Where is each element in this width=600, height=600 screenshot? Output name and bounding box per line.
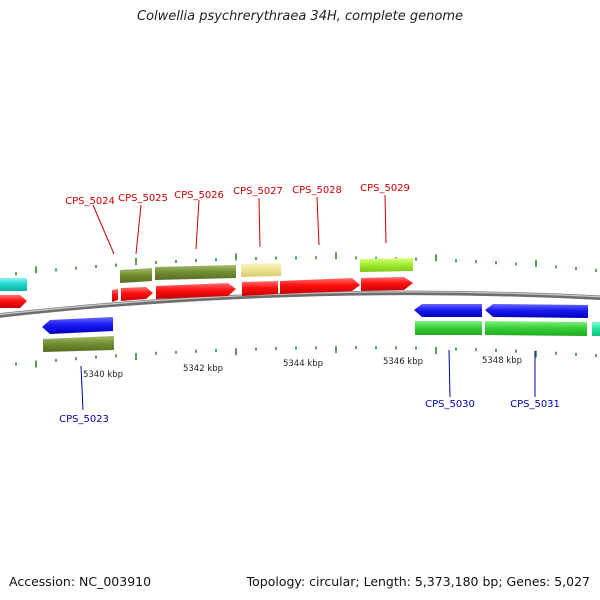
gene-label-cps-5028[interactable]: CPS_5028 [292, 185, 342, 196]
gene-arrow-cps-5030[interactable] [414, 304, 482, 317]
leader-line-cps-5027 [258, 197, 261, 248]
leader-line-cps-5028 [316, 196, 320, 246]
gene-label-cps-5031[interactable]: CPS_5031 [510, 399, 560, 410]
genome-backbone-highlight [0, 291, 600, 316]
outer-tick-ring [15, 252, 597, 276]
scale-label-5348: 5348 kbp [482, 356, 522, 366]
gene-arrow-cps-5025[interactable] [121, 287, 153, 301]
gene-arrow-fwd-left-edge[interactable] [0, 295, 27, 308]
gene-box-cps-5023[interactable] [43, 336, 114, 352]
gene-label-cps-5026[interactable]: CPS_5026 [174, 190, 224, 201]
leader-line-cps-5029 [384, 194, 387, 244]
gene-arrow-cps-5026[interactable] [156, 283, 236, 299]
inner-tick-ring [15, 346, 597, 368]
leader-line-cps-5026 [195, 199, 200, 250]
scale-label-5346: 5346 kbp [383, 357, 423, 367]
gene-box-cps-5026[interactable] [155, 265, 236, 280]
scale-label-5342: 5342 kbp [183, 364, 223, 374]
gene-box-cps-5030[interactable] [415, 321, 482, 335]
gene-box-cps-5029[interactable] [360, 258, 413, 272]
gene-label-cps-5025[interactable]: CPS_5025 [118, 193, 168, 204]
gene-arrow-cps-5028[interactable] [280, 278, 360, 294]
forward-gene-labels: CPS_5024 CPS_5025 CPS_5026 CPS_5027 CPS_… [65, 183, 410, 255]
gene-arrow-cps-5024[interactable] [112, 289, 118, 302]
genome-backbone [0, 290, 600, 318]
gene-arrow-cps-5027[interactable] [242, 281, 278, 296]
accession-label: Accession: NC_003910 [9, 574, 152, 589]
gene-arrow-cps-5031[interactable] [485, 304, 588, 318]
gene-label-cps-5029[interactable]: CPS_5029 [360, 183, 410, 194]
scale-label-5344: 5344 kbp [283, 359, 323, 369]
gene-label-cps-5030[interactable]: CPS_5030 [425, 399, 475, 410]
scale-labels: 5340 kbp 5342 kbp 5344 kbp 5346 kbp 5348… [83, 356, 522, 380]
gene-box-cps-5031[interactable] [485, 321, 587, 336]
gene-box-cps-5027[interactable] [241, 263, 281, 277]
page-title: Colwellia psychrerythraea 34H, complete … [137, 9, 463, 24]
gene-box-rev-right-edge[interactable] [592, 322, 600, 336]
gene-label-cps-5024[interactable]: CPS_5024 [65, 196, 115, 207]
leader-line-cps-5030 [448, 349, 451, 398]
gene-arrow-cps-5029[interactable] [361, 277, 413, 291]
reverse-gene-labels: CPS_5023 CPS_5030 CPS_5031 [59, 349, 560, 425]
gene-label-cps-5027[interactable]: CPS_5027 [233, 186, 283, 197]
gene-arrow-cps-5023[interactable] [42, 317, 113, 334]
gene-label-cps-5023[interactable]: CPS_5023 [59, 414, 109, 425]
gene-box-fwd-left-cyan[interactable] [0, 278, 27, 291]
leader-line-cps-5023 [80, 365, 84, 411]
scale-label-5340: 5340 kbp [83, 370, 123, 380]
leader-line-cps-5024 [92, 204, 115, 255]
gene-box-cps-5025[interactable] [120, 268, 152, 283]
genome-summary: Topology: circular; Length: 5,373,180 bp… [246, 574, 590, 589]
leader-line-cps-5025 [135, 204, 142, 255]
